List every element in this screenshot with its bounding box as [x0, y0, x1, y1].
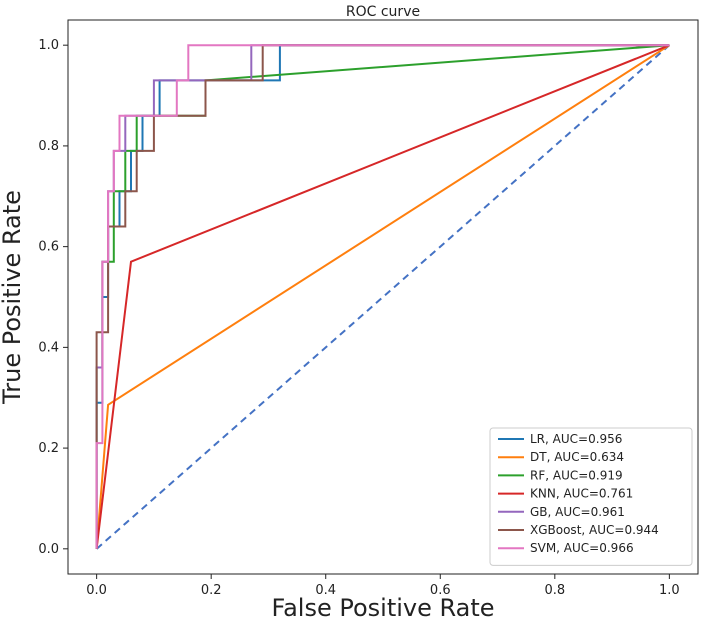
legend-entry: XGBoost, AUC=0.944 [530, 523, 659, 537]
y-axis-title: True Positive Rate [0, 190, 26, 405]
series-line-dt [95, 44, 670, 549]
chart-title: ROC curve [346, 4, 420, 20]
x-tick-label: 1.0 [659, 583, 680, 598]
y-tick-label: 1.0 [38, 38, 59, 53]
legend: LR, AUC=0.956 DT, AUC=0.634 RF, AUC=0.919 K… [489, 427, 693, 566]
legend-entry: KNN, AUC=0.761 [530, 487, 633, 501]
x-tick-label: 0.8 [544, 583, 565, 598]
x-tick-label: 0.6 [430, 583, 451, 598]
legend-box [489, 427, 693, 566]
x-tick-label: 0.4 [315, 583, 336, 598]
series-line-knn [95, 44, 670, 549]
legend-entry: GB, AUC=0.961 [530, 505, 625, 519]
legend-entry: SVM, AUC=0.966 [530, 541, 634, 555]
y-tick-label: 0.4 [38, 340, 59, 355]
legend-entry: DT, AUC=0.634 [530, 450, 624, 464]
axis-ticks: 0.0 0.2 0.4 0.6 0.8 1.0 0.0 0.2 0.4 0.6 0.8 1.0 [38, 38, 679, 598]
x-axis-title: False Positive Rate [271, 594, 494, 619]
plot-layer [95, 44, 671, 550]
x-tick-label: 0.2 [201, 583, 222, 598]
legend-entry: RF, AUC=0.919 [530, 468, 623, 482]
y-tick-label: 0.6 [38, 240, 59, 255]
y-tick-label: 0.0 [38, 542, 59, 557]
series-line-svm [95, 44, 670, 549]
series-line-xgboost [95, 44, 670, 549]
y-tick-label: 0.8 [38, 139, 59, 154]
legend-entry: LR, AUC=0.956 [530, 432, 622, 446]
y-tick-label: 0.2 [38, 441, 59, 456]
x-tick-label: 0.0 [86, 583, 107, 598]
